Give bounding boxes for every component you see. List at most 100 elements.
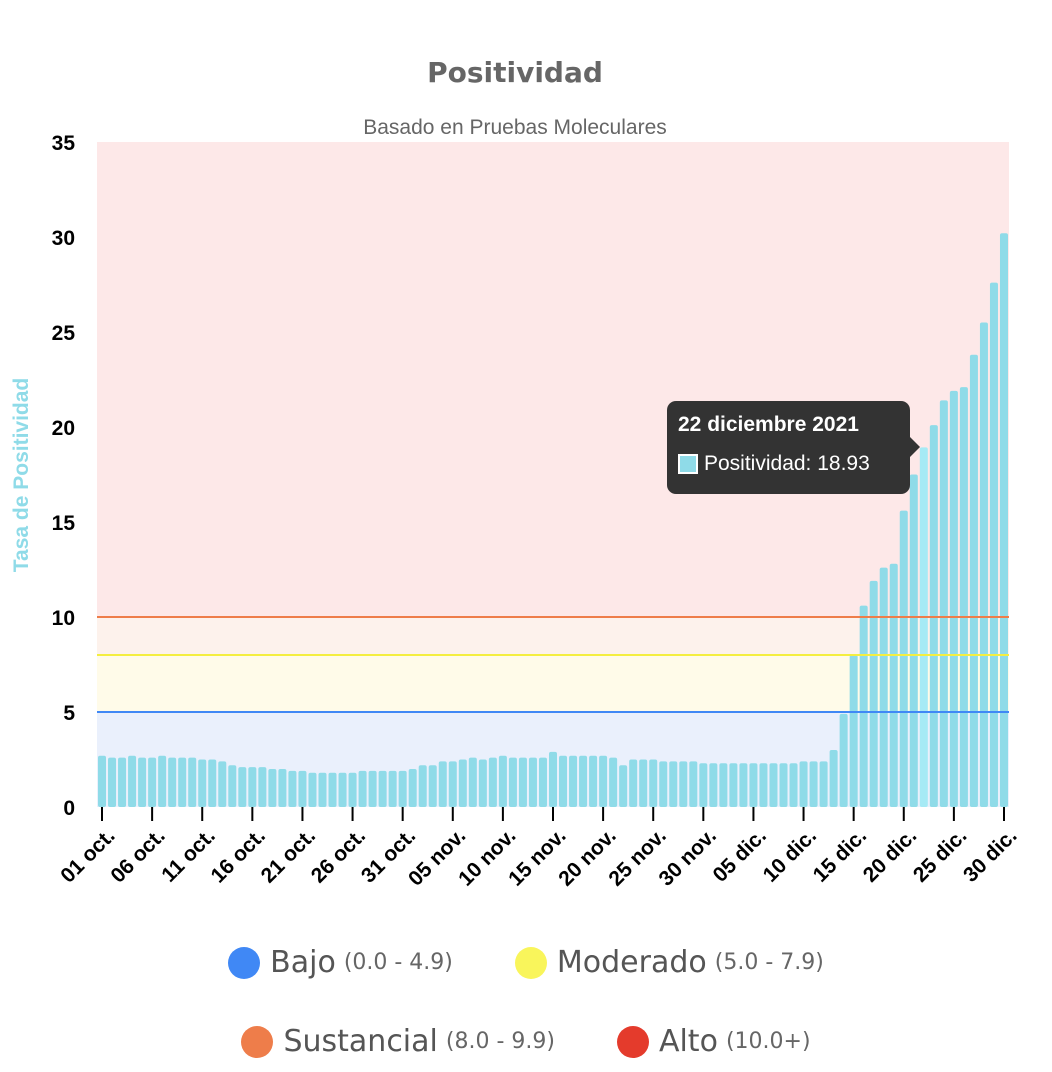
bar (799, 761, 808, 807)
y-tick-label: 30 (52, 227, 75, 250)
x-tick-label: 30 dic. (959, 824, 1021, 886)
bar (188, 757, 197, 807)
legend-dot-alto (616, 1025, 649, 1058)
x-tick-label: 30 nov. (655, 824, 721, 890)
y-tick-label: 10 (52, 607, 75, 630)
bar (719, 763, 728, 807)
bar (829, 750, 838, 807)
bar (589, 755, 598, 807)
bar (128, 755, 137, 807)
y-axis-ticks: 0 5 10 15 20 25 30 35 (52, 132, 76, 820)
tooltip-date: 22 diciembre 2021 (678, 413, 859, 436)
bar (348, 772, 357, 807)
bar (428, 765, 437, 807)
bar (178, 757, 187, 807)
bar (689, 761, 698, 807)
bar (398, 770, 407, 807)
bar (889, 563, 898, 807)
legend-item-sustancial[interactable]: Sustancial (8.0 - 9.9) (241, 1024, 555, 1059)
y-tick-label: 20 (52, 417, 75, 440)
bar (438, 761, 447, 807)
bar (318, 772, 327, 807)
legend-row-1: Bajo (0.0 - 4.9) Moderado (5.0 - 7.9) (0, 945, 1052, 980)
bar (669, 761, 678, 807)
bar (298, 770, 307, 807)
bar (699, 763, 708, 807)
bar (969, 354, 978, 807)
legend-range-alto: (10.0+) (725, 1029, 811, 1054)
x-tick-label: 16 oct. (207, 824, 270, 887)
legend-item-alto[interactable]: Alto (10.0+) (616, 1024, 811, 1059)
bar (559, 755, 568, 807)
bar (458, 759, 467, 807)
legend-range-moderado: (5.0 - 7.9) (714, 950, 824, 975)
bar (979, 322, 988, 807)
bar (959, 387, 968, 807)
bar (599, 755, 608, 807)
tooltip: 22 diciembre 2021 Positividad: 18.93 (667, 401, 920, 494)
legend-item-bajo[interactable]: Bajo (0.0 - 4.9) (228, 945, 453, 980)
bar (228, 765, 237, 807)
bar (498, 755, 507, 807)
x-tick-label: 20 dic. (859, 824, 921, 886)
bar (488, 757, 497, 807)
chart-subtitle: Basado en Pruebas Moleculares (363, 116, 667, 139)
bar (789, 763, 798, 807)
bar (659, 761, 668, 807)
bar (158, 755, 167, 807)
bar (208, 759, 217, 807)
bar (569, 755, 578, 807)
bar (579, 755, 588, 807)
x-tick-label: 11 oct. (157, 824, 219, 886)
bar (679, 761, 688, 807)
bar (839, 713, 848, 807)
bar (769, 763, 778, 807)
bar (999, 233, 1008, 807)
x-tick-label: 05 dic. (708, 824, 770, 886)
bar (98, 755, 107, 807)
bar-series (98, 233, 1008, 808)
legend-label-bajo: Bajo (270, 945, 336, 980)
bar (899, 510, 908, 807)
x-tick-label: 06 oct. (106, 824, 169, 887)
bar (168, 757, 177, 807)
tooltip-row: Positividad: 18.93 (678, 452, 899, 476)
bar (538, 757, 547, 807)
bar (609, 757, 618, 807)
x-tick-label: 25 dic. (909, 824, 971, 886)
legend-dot-bajo (228, 946, 261, 979)
bar (108, 757, 117, 807)
y-tick-label: 5 (63, 702, 75, 725)
bar (809, 761, 818, 807)
threshold-lines (97, 616, 1009, 713)
y-tick-label: 15 (52, 512, 76, 535)
bar (198, 759, 207, 807)
tooltip-swatch (678, 454, 698, 474)
bar (989, 282, 998, 808)
bar (288, 770, 297, 807)
legend-range-sustancial: (8.0 - 9.9) (445, 1029, 555, 1054)
y-tick-label: 0 (63, 797, 75, 820)
bar (819, 761, 828, 807)
bar (468, 757, 477, 807)
bar (709, 763, 718, 807)
bar (879, 567, 888, 807)
bar (639, 759, 648, 807)
bar (919, 447, 928, 807)
bar (248, 767, 257, 807)
bar (548, 751, 558, 807)
band-sustancial (97, 617, 1009, 655)
bar (408, 769, 417, 807)
legend-dot-moderado (514, 946, 547, 979)
bar (138, 757, 147, 807)
x-tick-label: 15 dic. (809, 824, 871, 886)
legend-range-bajo: (0.0 - 4.9) (343, 950, 453, 975)
bar (258, 767, 267, 807)
bar (278, 769, 287, 807)
tooltip-value: Positividad: 18.93 (704, 452, 870, 475)
bar (649, 759, 658, 807)
bar (729, 763, 738, 807)
legend-item-moderado[interactable]: Moderado (5.0 - 7.9) (514, 945, 824, 980)
x-tick-label: 26 oct. (307, 824, 370, 887)
bar (849, 655, 858, 807)
